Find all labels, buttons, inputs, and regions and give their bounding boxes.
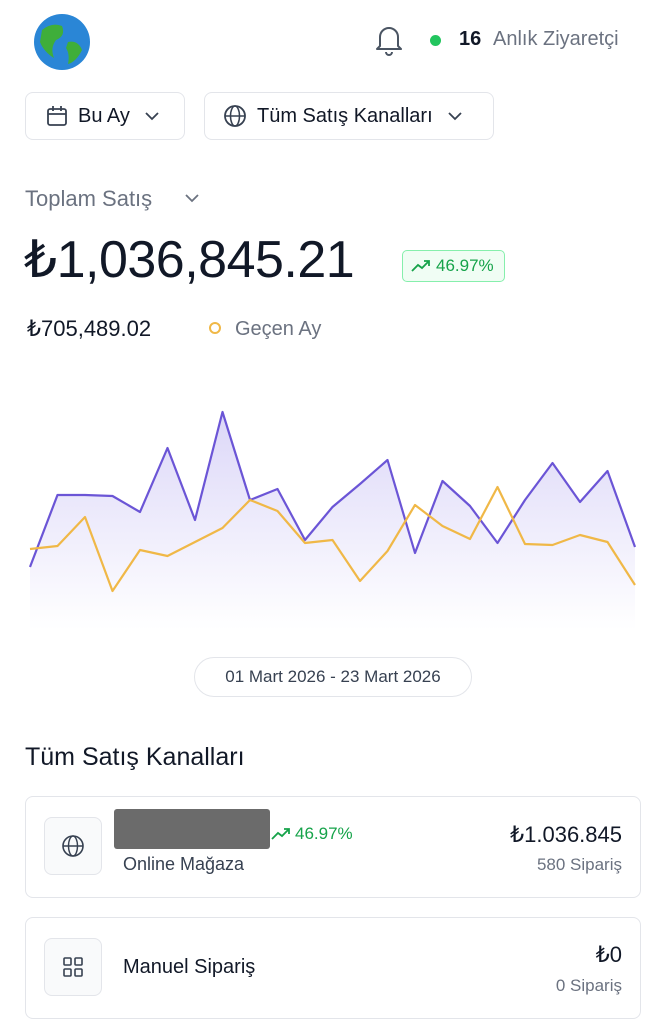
visitor-label: Anlık Ziyaretçi <box>493 28 619 50</box>
line <box>28 410 637 568</box>
globe-icon <box>62 835 84 857</box>
channel-text: Tüm Satış Kanalları <box>257 104 433 127</box>
channel-filter[interactable]: Tüm Satış Kanalları <box>204 92 494 140</box>
previous-total: ₺705,489.02 <box>27 316 152 341</box>
change-badge: 46.97% <box>402 250 505 282</box>
change-text: 46.97% <box>295 824 353 843</box>
trend-icon <box>411 260 430 272</box>
grid-icon <box>63 957 83 977</box>
total-sales: ₺1,036,845.21 <box>24 231 355 289</box>
legend-marker <box>209 322 221 334</box>
redacted <box>114 809 270 849</box>
period-text: Bu Ay <box>78 104 130 127</box>
area <box>30 412 635 630</box>
section-title: Tüm Satış Kanalları <box>25 743 245 771</box>
channel-amount: ₺1.036.845 <box>510 822 622 847</box>
date-range: 01 Mart 2026 - 23 Mart 2026 <box>194 657 472 697</box>
period-filter[interactable]: Bu Ay <box>25 92 185 140</box>
channel-name: Online Mağaza <box>123 854 245 874</box>
icon-box <box>44 938 102 996</box>
channel-card[interactable]: 46.97% Online Mağaza ₺1.036.845 580 Sipa… <box>25 796 641 898</box>
calendar-icon <box>47 106 67 126</box>
channel-amount: ₺0 <box>595 942 622 967</box>
live-dot <box>430 35 441 46</box>
channel-card[interactable]: Manuel Sipariş ₺0 0 Sipariş <box>25 917 641 1019</box>
logo <box>34 14 90 70</box>
channel-orders: 0 Sipariş <box>555 976 622 995</box>
visitor-count: 16 <box>459 28 482 50</box>
line <box>29 485 636 593</box>
icon-box <box>44 817 102 875</box>
summary-title[interactable]: Toplam Satış <box>25 186 153 211</box>
channel-name: Manuel Sipariş <box>123 956 256 978</box>
chart <box>28 410 637 630</box>
change-text: 46.97% <box>436 256 494 275</box>
chevron <box>145 112 159 121</box>
globe-icon <box>224 105 246 127</box>
channel-orders: 580 Sipariş <box>536 855 622 874</box>
chevron <box>185 194 199 203</box>
chevron <box>447 112 462 121</box>
trend-icon <box>271 828 290 840</box>
notification-icon[interactable] <box>374 24 404 56</box>
channel-change: 46.97% <box>271 824 353 844</box>
legend-label: Geçen Ay <box>235 318 322 340</box>
